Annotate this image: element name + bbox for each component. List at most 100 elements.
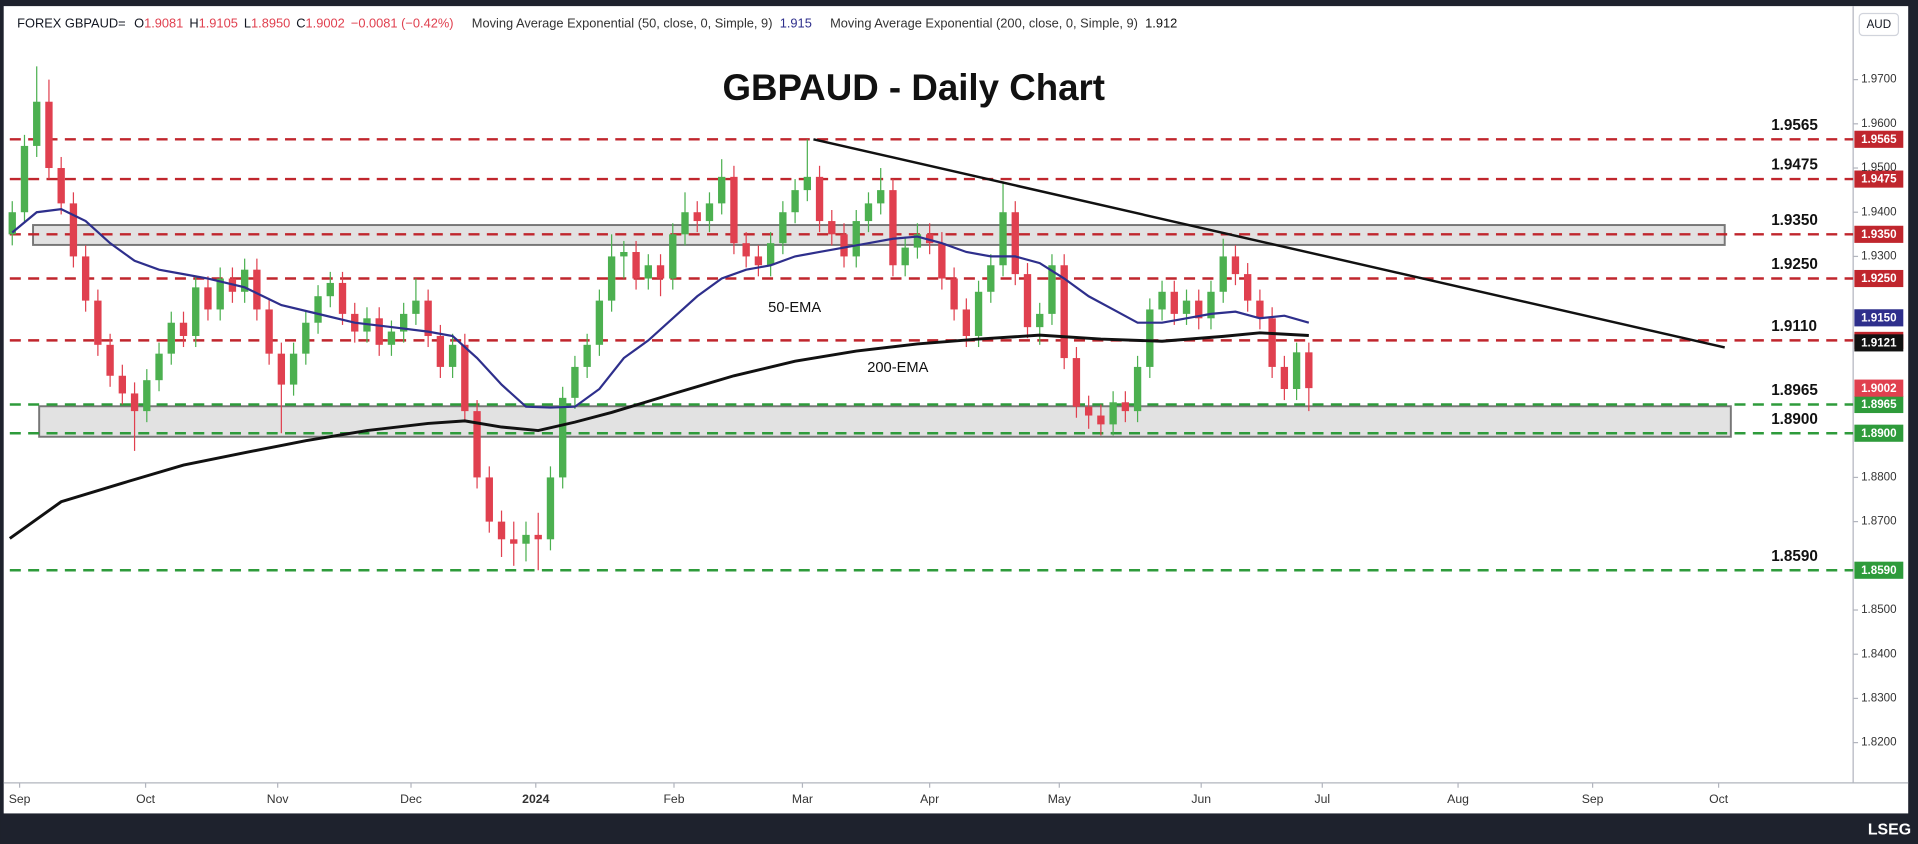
candle-body — [669, 234, 677, 279]
level-tag-label: 1.8900 — [1861, 427, 1897, 440]
candle-body — [522, 534, 530, 544]
candle-body — [693, 212, 701, 222]
candle-body — [69, 203, 78, 257]
candle-body — [1195, 300, 1203, 319]
candle-body — [620, 252, 628, 257]
candle-body — [864, 203, 873, 222]
x-tick-label: 2024 — [522, 792, 549, 806]
candle-body — [424, 300, 432, 336]
level-tag — [1854, 561, 1904, 579]
currency[interactable]: AUD — [1867, 18, 1892, 31]
y-tick-label: 1.9600 — [1861, 117, 1897, 130]
level-tag-label: 1.9565 — [1861, 133, 1897, 146]
candle-body — [1023, 274, 1032, 328]
candle-body — [632, 252, 640, 279]
level-tag — [1854, 225, 1904, 243]
candle-body — [302, 322, 310, 354]
study-value: 1.912 — [1145, 16, 1177, 31]
candle-body — [1182, 300, 1191, 314]
candle-body — [448, 344, 457, 367]
study-name: Moving Average Exponential (200, close, … — [830, 16, 1138, 31]
candle-body — [546, 477, 555, 540]
candle-body — [877, 190, 885, 204]
candle-body — [1231, 256, 1240, 275]
candle-body — [974, 291, 983, 336]
level-tag — [1854, 170, 1904, 188]
candle-body — [1036, 313, 1044, 328]
ohlc-key: C — [296, 16, 305, 31]
candle-body — [1280, 366, 1289, 390]
candle-body — [57, 168, 65, 204]
candle-body — [889, 190, 897, 266]
candle-body — [204, 287, 212, 310]
candle-body — [106, 344, 114, 376]
candle-body — [828, 221, 836, 235]
candle-body — [754, 256, 763, 266]
candle-body — [999, 212, 1007, 266]
candle-body — [387, 331, 396, 345]
candle-body — [559, 397, 567, 478]
ema-line — [11, 208, 1310, 409]
candle-body — [1109, 402, 1117, 425]
candle-body — [1048, 265, 1056, 314]
price-tag — [1854, 334, 1904, 352]
y-tick-label: 1.9300 — [1861, 249, 1897, 262]
level-label: 1.9475 — [1771, 157, 1818, 174]
level-tag — [1854, 424, 1904, 442]
candle-body — [155, 353, 163, 381]
candle-body — [571, 366, 579, 398]
candle-body — [938, 243, 946, 279]
candle-body — [962, 309, 971, 336]
level-tag — [1854, 269, 1904, 288]
candle-body — [742, 243, 750, 257]
x-tick-label: May — [1048, 792, 1072, 806]
candle-body — [718, 176, 726, 204]
level-label: 1.9250 — [1771, 256, 1818, 273]
candle-body — [1084, 406, 1093, 416]
candle-body — [583, 344, 591, 367]
x-tick-label: Aug — [1447, 792, 1469, 806]
study-value: 1.915 — [780, 16, 812, 31]
chart-title: GBPAUD - Daily Chart — [722, 67, 1105, 108]
ohlc-value: 1.8950 — [251, 16, 290, 31]
y-tick-label: 1.8500 — [1861, 603, 1897, 616]
candle-body — [1158, 291, 1166, 310]
x-tick-label: Apr — [920, 792, 939, 806]
candle-body — [644, 265, 652, 279]
y-tick-label: 1.8300 — [1861, 691, 1897, 704]
level-tag-label: 1.9350 — [1861, 228, 1897, 241]
candle-body — [766, 243, 775, 266]
candle-body — [1244, 274, 1252, 301]
level-label: 1.8965 — [1771, 382, 1818, 399]
currency-box[interactable] — [1858, 12, 1900, 37]
ohlc-key: H — [189, 16, 198, 31]
candle-body — [1146, 309, 1154, 367]
price-tag-label: 1.9002 — [1861, 382, 1897, 395]
candle-body — [901, 247, 909, 266]
candle-body — [595, 300, 604, 345]
candle-body — [913, 234, 922, 248]
plot-area: 1.9565 1.9475 1.9350 1.9250 1.9110 1.8965 1.89… — [8, 66, 1854, 572]
candle-body — [1207, 291, 1215, 319]
candle-body — [314, 296, 322, 323]
candle-body — [730, 176, 738, 244]
candle-body — [1011, 212, 1019, 275]
ema-line — [8, 331, 1309, 540]
candle-body — [20, 145, 29, 213]
x-tick-label: Mar — [792, 792, 813, 806]
x-tick-label: Sep — [9, 792, 31, 806]
candle-body — [179, 322, 188, 336]
candle-body — [815, 176, 824, 222]
candle-body — [852, 221, 860, 257]
candle-body — [118, 375, 127, 394]
level-label: 1.8900 — [1771, 411, 1818, 428]
candle-body — [779, 212, 787, 244]
candle-body — [1292, 352, 1301, 390]
candle-body — [412, 300, 420, 314]
level-tag-label: 1.8590 — [1861, 564, 1897, 577]
candle-body — [326, 282, 334, 297]
level-tag-label: 1.8965 — [1861, 398, 1897, 411]
x-tick-label: Jun — [1191, 792, 1211, 806]
ohlc-value: 1.9002 — [306, 16, 345, 31]
